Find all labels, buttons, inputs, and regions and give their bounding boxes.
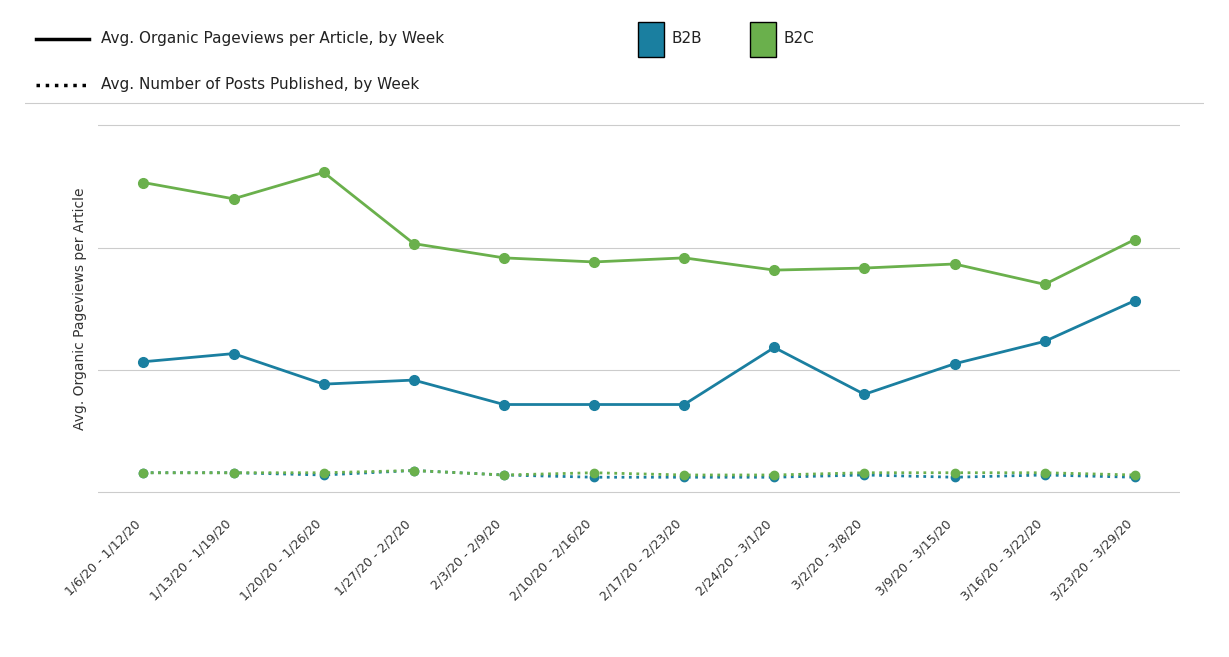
Text: B2B: B2B (671, 32, 702, 47)
FancyBboxPatch shape (638, 22, 664, 57)
FancyBboxPatch shape (750, 22, 777, 57)
Y-axis label: Avg. Organic Pageviews per Article: Avg. Organic Pageviews per Article (74, 187, 87, 430)
Text: Avg. Organic Pageviews per Article, by Week: Avg. Organic Pageviews per Article, by W… (101, 32, 445, 47)
Text: B2C: B2C (783, 32, 814, 47)
Text: Avg. Number of Posts Published, by Week: Avg. Number of Posts Published, by Week (101, 78, 419, 93)
